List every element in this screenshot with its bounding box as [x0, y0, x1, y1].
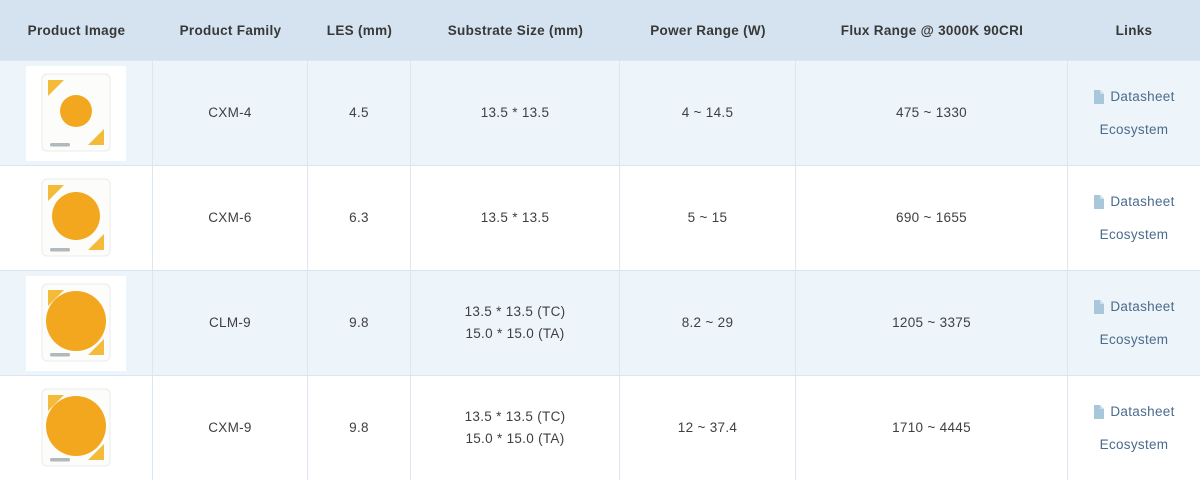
table-row: CXM-4 4.5 13.5 * 13.5 4 ~ 14.5 475 ~ 133… — [0, 60, 1200, 165]
ecosystem-link[interactable]: Ecosystem — [1100, 329, 1169, 351]
substrate-line: 13.5 * 13.5 (TC) — [464, 409, 566, 424]
ecosystem-link[interactable]: Ecosystem — [1100, 224, 1169, 246]
substrate-line: 13.5 * 13.5 (TC) — [464, 304, 566, 319]
datasheet-link[interactable]: Datasheet — [1093, 401, 1174, 423]
led-module-image — [26, 170, 126, 266]
column-header-substrate-size: Substrate Size (mm) — [447, 22, 584, 38]
cell-product-image — [0, 271, 153, 375]
led-module-image — [26, 65, 126, 161]
cell-substrate-size: 13.5 * 13.5 (TC) 15.0 * 15.0 (TA) — [411, 376, 620, 480]
cell-les: 4.5 — [308, 61, 411, 165]
document-icon — [1094, 404, 1105, 419]
column-header-links: Links — [1115, 22, 1153, 38]
column-header-power-range: Power Range (W) — [650, 22, 766, 38]
led-emitter-circle — [52, 191, 100, 240]
cell-links: Datasheet Ecosystem — [1068, 376, 1200, 480]
cell-les: 9.8 — [308, 271, 411, 375]
table-header-row: Product Image Product Family LES (mm) Su… — [0, 0, 1200, 60]
substrate-line: 13.5 * 13.5 — [480, 105, 550, 120]
cell-links: Datasheet Ecosystem — [1068, 61, 1200, 165]
datasheet-link-label: Datasheet — [1110, 298, 1175, 314]
cell-power-range: 12 ~ 37.4 — [620, 376, 796, 480]
cell-links: Datasheet Ecosystem — [1068, 166, 1200, 270]
cell-product-image — [0, 166, 153, 270]
substrate-line: 15.0 * 15.0 (TA) — [465, 326, 565, 341]
led-corner-mark — [88, 233, 104, 250]
substrate-line: 13.5 * 13.5 — [480, 210, 550, 225]
led-corner-mark — [48, 394, 64, 411]
led-emitter-circle — [46, 290, 106, 351]
document-icon — [1094, 89, 1105, 104]
ecosystem-link[interactable]: Ecosystem — [1100, 434, 1169, 456]
cell-les: 9.8 — [308, 376, 411, 480]
document-icon — [1094, 299, 1105, 314]
luminus-logo-text — [50, 457, 70, 461]
ecosystem-link-label: Ecosystem — [1099, 226, 1169, 242]
datasheet-link-label: Datasheet — [1110, 88, 1175, 104]
led-module-image — [26, 275, 126, 371]
ecosystem-link-label: Ecosystem — [1099, 121, 1169, 137]
cell-flux-range: 1205 ~ 3375 — [796, 271, 1068, 375]
table-row: CLM-9 9.8 13.5 * 13.5 (TC) 15.0 * 15.0 (… — [0, 270, 1200, 375]
ecosystem-link-label: Ecosystem — [1099, 331, 1169, 347]
datasheet-link[interactable]: Datasheet — [1093, 296, 1174, 318]
datasheet-link-label: Datasheet — [1110, 193, 1175, 209]
ecosystem-link[interactable]: Ecosystem — [1100, 119, 1169, 141]
column-header-flux-range: Flux Range @ 3000K 90CRI — [840, 22, 1024, 38]
cell-power-range: 5 ~ 15 — [620, 166, 796, 270]
led-corner-mark — [88, 443, 104, 460]
led-corner-mark — [48, 79, 64, 96]
luminus-logo-text — [50, 247, 70, 251]
luminus-logo-text — [50, 142, 70, 146]
datasheet-link-label: Datasheet — [1110, 403, 1175, 419]
cell-substrate-size: 13.5 * 13.5 (TC) 15.0 * 15.0 (TA) — [411, 271, 620, 375]
led-corner-mark — [48, 184, 64, 201]
cell-les: 6.3 — [308, 166, 411, 270]
datasheet-link[interactable]: Datasheet — [1093, 86, 1174, 108]
cell-power-range: 8.2 ~ 29 — [620, 271, 796, 375]
column-header-product-image: Product Image — [27, 22, 126, 38]
cell-links: Datasheet Ecosystem — [1068, 271, 1200, 375]
cell-power-range: 4 ~ 14.5 — [620, 61, 796, 165]
cell-flux-range: 1710 ~ 4445 — [796, 376, 1068, 480]
table-row: CXM-6 6.3 13.5 * 13.5 5 ~ 15 690 ~ 1655 … — [0, 165, 1200, 270]
cell-product-image — [0, 376, 153, 480]
led-module-image — [26, 380, 126, 476]
column-header-les: LES (mm) — [326, 22, 393, 38]
led-corner-mark — [88, 128, 104, 145]
column-header-product-family: Product Family — [179, 22, 282, 38]
datasheet-link[interactable]: Datasheet — [1093, 191, 1174, 213]
table-row: CXM-9 9.8 13.5 * 13.5 (TC) 15.0 * 15.0 (… — [0, 375, 1200, 480]
cell-product-family: CXM-6 — [153, 166, 308, 270]
cell-product-image — [0, 61, 153, 165]
led-emitter-circle — [46, 395, 106, 456]
led-emitter-circle — [60, 94, 92, 127]
document-icon — [1094, 194, 1105, 209]
cell-substrate-size: 13.5 * 13.5 — [411, 61, 620, 165]
ecosystem-link-label: Ecosystem — [1099, 436, 1169, 452]
cell-product-family: CXM-4 — [153, 61, 308, 165]
cell-flux-range: 690 ~ 1655 — [796, 166, 1068, 270]
cell-substrate-size: 13.5 * 13.5 — [411, 166, 620, 270]
cell-product-family: CLM-9 — [153, 271, 308, 375]
cell-product-family: CXM-9 — [153, 376, 308, 480]
substrate-line: 15.0 * 15.0 (TA) — [465, 431, 565, 446]
luminus-logo-text — [50, 352, 70, 356]
led-corner-mark — [48, 289, 64, 306]
cell-flux-range: 475 ~ 1330 — [796, 61, 1068, 165]
led-corner-mark — [88, 338, 104, 355]
